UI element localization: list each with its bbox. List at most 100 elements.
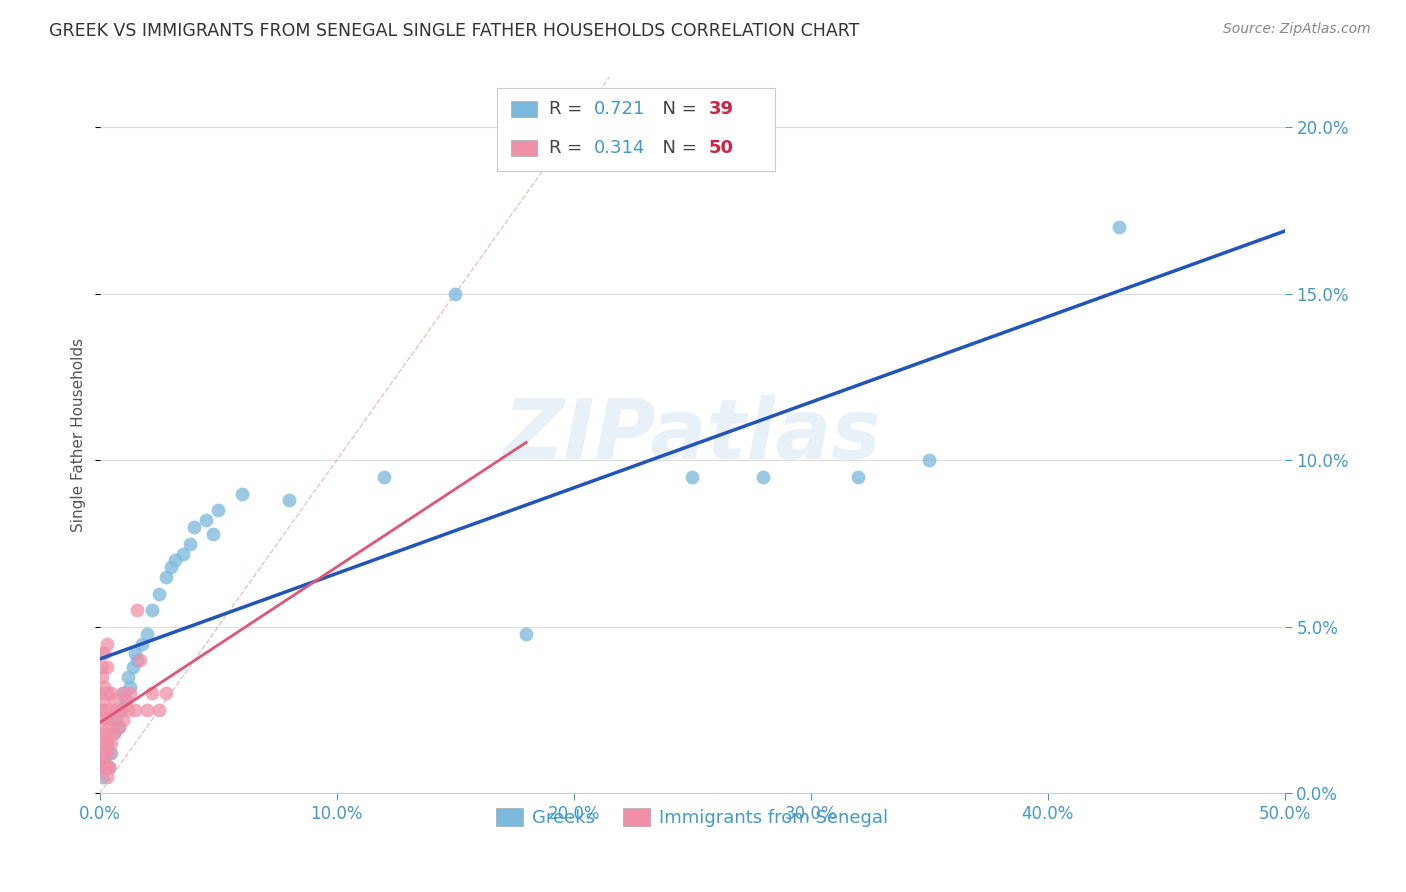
Point (444, 286, 467, 301)
Point (195, 513, 218, 527)
Point (107, 720, 129, 734)
Point (117, 703, 139, 717)
Point (107, 720, 129, 734)
Point (91, 693, 114, 707)
Point (121, 660, 143, 674)
Point (103, 726, 125, 740)
Point (136, 703, 159, 717)
Point (127, 603, 149, 617)
Point (91, 660, 114, 674)
Point (96, 686, 118, 700)
Point (105, 703, 128, 717)
Point (183, 520, 205, 534)
Point (127, 653, 149, 667)
Point (93, 703, 115, 717)
Point (179, 536, 201, 550)
Point (89, 747, 111, 761)
Point (373, 470, 395, 484)
Point (98, 747, 121, 761)
Point (91, 670, 114, 684)
Point (148, 586, 170, 600)
Point (96, 660, 118, 674)
FancyBboxPatch shape (510, 140, 537, 156)
Point (120, 680, 142, 694)
Point (89, 760, 111, 774)
Point (93, 753, 115, 767)
Text: Source: ZipAtlas.com: Source: ZipAtlas.com (1223, 22, 1371, 37)
Point (124, 703, 146, 717)
Point (103, 726, 125, 740)
Point (141, 686, 163, 700)
Point (110, 703, 132, 717)
Point (103, 693, 125, 707)
Y-axis label: Single Father Households: Single Father Households (72, 338, 86, 533)
Text: 0.314: 0.314 (593, 139, 645, 157)
Point (96, 736, 118, 750)
Text: N =: N = (651, 100, 702, 118)
Point (681, 470, 703, 484)
Legend: Greeks, Immigrants from Senegal: Greeks, Immigrants from Senegal (489, 801, 896, 834)
Point (120, 686, 142, 700)
Point (231, 486, 253, 500)
Text: 50: 50 (709, 139, 734, 157)
Point (148, 703, 170, 717)
Point (112, 713, 135, 727)
Text: R =: R = (548, 139, 588, 157)
Point (117, 670, 139, 684)
Point (96, 760, 118, 774)
Point (100, 686, 122, 700)
Text: ZIPatlas: ZIPatlas (503, 395, 882, 476)
Point (752, 470, 775, 484)
Point (131, 636, 153, 650)
Point (96, 713, 118, 727)
Point (100, 747, 122, 761)
Point (91, 736, 114, 750)
Text: N =: N = (651, 139, 702, 157)
Point (159, 560, 181, 574)
Point (202, 526, 225, 541)
Point (89, 686, 111, 700)
Point (89, 726, 111, 740)
Point (91, 753, 114, 767)
Point (172, 547, 194, 561)
Point (110, 703, 132, 717)
Text: R =: R = (548, 100, 588, 118)
Point (98, 760, 121, 774)
Point (91, 770, 114, 784)
Text: GREEK VS IMMIGRANTS FROM SENEGAL SINGLE FATHER HOUSEHOLDS CORRELATION CHART: GREEK VS IMMIGRANTS FROM SENEGAL SINGLE … (49, 22, 859, 40)
Point (96, 636, 118, 650)
Point (515, 626, 537, 640)
FancyBboxPatch shape (510, 101, 537, 117)
Point (98, 760, 121, 774)
Point (155, 686, 177, 700)
Point (100, 713, 122, 727)
Point (98, 726, 121, 740)
Point (93, 647, 115, 661)
Point (165, 553, 187, 567)
Point (128, 653, 150, 667)
Point (112, 686, 135, 700)
Point (112, 686, 135, 700)
Point (96, 770, 118, 784)
Point (846, 470, 869, 484)
Point (105, 713, 128, 727)
Point (155, 570, 177, 584)
Point (93, 726, 115, 740)
Point (89, 703, 111, 717)
Point (100, 736, 122, 750)
Point (93, 747, 115, 761)
Point (141, 603, 163, 617)
Point (96, 736, 118, 750)
Point (93, 760, 115, 774)
Point (136, 626, 159, 640)
Point (114, 693, 136, 707)
Point (207, 503, 229, 517)
Point (91, 647, 114, 661)
Point (124, 647, 146, 661)
Point (91, 713, 114, 727)
Text: 39: 39 (709, 100, 734, 118)
Point (98, 703, 121, 717)
Point (91, 760, 114, 774)
Point (114, 693, 136, 707)
FancyBboxPatch shape (496, 88, 775, 170)
